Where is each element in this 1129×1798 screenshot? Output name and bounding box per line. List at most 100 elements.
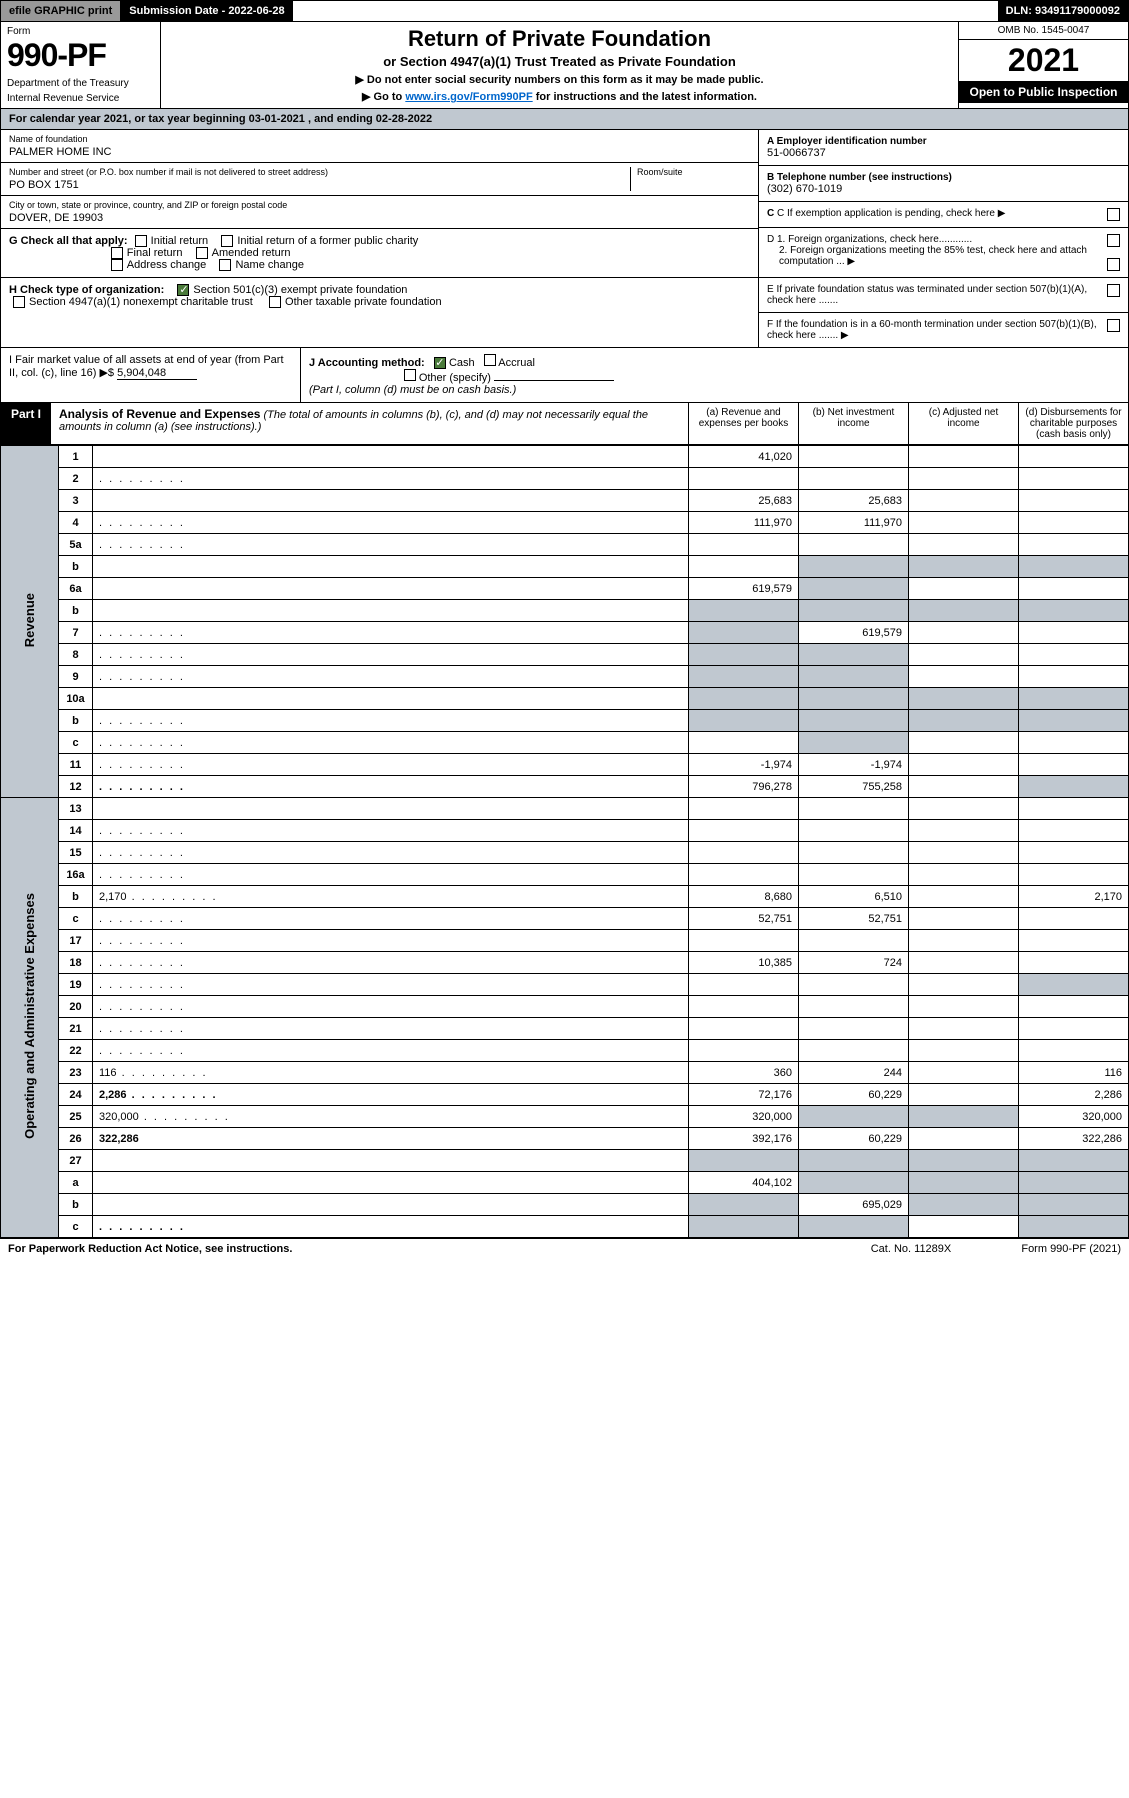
table-row: Operating and Administrative Expenses13 bbox=[1, 798, 1129, 820]
row-val-c bbox=[909, 930, 1019, 952]
initial-return-checkbox[interactable] bbox=[135, 235, 147, 247]
c-checkbox[interactable] bbox=[1107, 208, 1120, 221]
b-value: (302) 670-1019 bbox=[767, 183, 842, 195]
addr-cell: Number and street (or P.O. box number if… bbox=[1, 163, 758, 196]
row-desc bbox=[93, 556, 689, 578]
row-val-d bbox=[1019, 1150, 1129, 1172]
row-desc bbox=[93, 490, 689, 512]
table-row: 21 bbox=[1, 1018, 1129, 1040]
other-method-checkbox[interactable] bbox=[404, 369, 416, 381]
submission-date: Submission Date - 2022-06-28 bbox=[121, 1, 292, 21]
part1-text: Analysis of Revenue and Expenses (The to… bbox=[51, 403, 688, 444]
c-row: C C If exemption application is pending,… bbox=[759, 202, 1128, 228]
row-val-a: 41,020 bbox=[689, 446, 799, 468]
address-change-checkbox[interactable] bbox=[111, 259, 123, 271]
form-title: Return of Private Foundation bbox=[167, 26, 952, 52]
i-block: I Fair market value of all assets at end… bbox=[1, 348, 301, 402]
cash-checkbox[interactable]: ✓ bbox=[434, 357, 446, 369]
row-val-c bbox=[909, 820, 1019, 842]
row-val-c bbox=[909, 446, 1019, 468]
table-row: 20 bbox=[1, 996, 1129, 1018]
row-num: 26 bbox=[59, 1128, 93, 1150]
row-desc bbox=[93, 776, 689, 798]
row-val-c bbox=[909, 908, 1019, 930]
row-val-b: 52,751 bbox=[799, 908, 909, 930]
table-row: 7619,579 bbox=[1, 622, 1129, 644]
final-return-checkbox[interactable] bbox=[111, 247, 123, 259]
e-row: E If private foundation status was termi… bbox=[759, 278, 1128, 313]
table-row: b695,029 bbox=[1, 1194, 1129, 1216]
row-val-b: 25,683 bbox=[799, 490, 909, 512]
a-value: 51-0066737 bbox=[767, 147, 826, 159]
row-val-b bbox=[799, 1040, 909, 1062]
row-val-d bbox=[1019, 1194, 1129, 1216]
row-val-d bbox=[1019, 1172, 1129, 1194]
b-label: B Telephone number (see instructions) bbox=[767, 172, 952, 183]
row-val-a: 619,579 bbox=[689, 578, 799, 600]
row-val-b bbox=[799, 1172, 909, 1194]
name-change-checkbox[interactable] bbox=[219, 259, 231, 271]
col-a-hdr: (a) Revenue and expenses per books bbox=[688, 403, 798, 444]
row-desc bbox=[93, 1040, 689, 1062]
row-val-c bbox=[909, 1062, 1019, 1084]
part1-header: Part I Analysis of Revenue and Expenses … bbox=[0, 403, 1129, 445]
row-num: b bbox=[59, 600, 93, 622]
e-checkbox[interactable] bbox=[1107, 284, 1120, 297]
form-word: Form bbox=[7, 26, 154, 37]
row-num: 8 bbox=[59, 644, 93, 666]
row-val-d bbox=[1019, 732, 1129, 754]
row-desc bbox=[93, 1172, 689, 1194]
d1-checkbox[interactable] bbox=[1107, 234, 1120, 247]
table-row: 5a bbox=[1, 534, 1129, 556]
row-desc bbox=[93, 468, 689, 490]
row-val-b bbox=[799, 600, 909, 622]
row-val-c bbox=[909, 490, 1019, 512]
table-row: a404,102 bbox=[1, 1172, 1129, 1194]
row-val-d bbox=[1019, 1216, 1129, 1238]
row-val-b: 111,970 bbox=[799, 512, 909, 534]
other-taxable-checkbox[interactable] bbox=[269, 296, 281, 308]
amended-return-checkbox[interactable] bbox=[196, 247, 208, 259]
h-opt1: Section 501(c)(3) exempt private foundat… bbox=[193, 284, 407, 296]
dept-treasury: Department of the Treasury bbox=[7, 78, 154, 89]
cat-no: Cat. No. 11289X bbox=[841, 1243, 981, 1255]
row-desc bbox=[93, 1216, 689, 1238]
table-row: b bbox=[1, 556, 1129, 578]
row-val-b bbox=[799, 864, 909, 886]
d1-label: D 1. Foreign organizations, check here..… bbox=[767, 234, 972, 245]
501c3-checkbox[interactable] bbox=[177, 284, 189, 296]
row-val-a bbox=[689, 644, 799, 666]
part1-title: Analysis of Revenue and Expenses bbox=[59, 407, 260, 421]
4947-checkbox[interactable] bbox=[13, 296, 25, 308]
d2-label: 2. Foreign organizations meeting the 85%… bbox=[767, 245, 1103, 267]
row-desc bbox=[93, 710, 689, 732]
room-label: Room/suite bbox=[637, 167, 750, 177]
row-desc bbox=[93, 1018, 689, 1040]
row-num: 21 bbox=[59, 1018, 93, 1040]
efile-print-button[interactable]: efile GRAPHIC print bbox=[1, 1, 121, 21]
form990pf-link[interactable]: www.irs.gov/Form990PF bbox=[405, 91, 532, 103]
row-desc bbox=[93, 930, 689, 952]
f-checkbox[interactable] bbox=[1107, 319, 1120, 332]
row-desc bbox=[93, 600, 689, 622]
row-num: 20 bbox=[59, 996, 93, 1018]
row-num: 1 bbox=[59, 446, 93, 468]
d2-checkbox[interactable] bbox=[1107, 258, 1120, 271]
row-val-a: 8,680 bbox=[689, 886, 799, 908]
row-desc bbox=[93, 578, 689, 600]
initial-public-checkbox[interactable] bbox=[221, 235, 233, 247]
name-cell: Name of foundation PALMER HOME INC bbox=[1, 130, 758, 163]
row-val-b bbox=[799, 1150, 909, 1172]
table-row: 6a619,579 bbox=[1, 578, 1129, 600]
row-val-d bbox=[1019, 710, 1129, 732]
row-desc bbox=[93, 842, 689, 864]
row-val-b: 755,258 bbox=[799, 776, 909, 798]
table-row: 12796,278755,258 bbox=[1, 776, 1129, 798]
row-val-d: 116 bbox=[1019, 1062, 1129, 1084]
row-val-c bbox=[909, 1040, 1019, 1062]
row-desc: 116 bbox=[93, 1062, 689, 1084]
accrual-checkbox[interactable] bbox=[484, 354, 496, 366]
row-val-a bbox=[689, 556, 799, 578]
row-val-c bbox=[909, 512, 1019, 534]
row-val-c bbox=[909, 1128, 1019, 1150]
